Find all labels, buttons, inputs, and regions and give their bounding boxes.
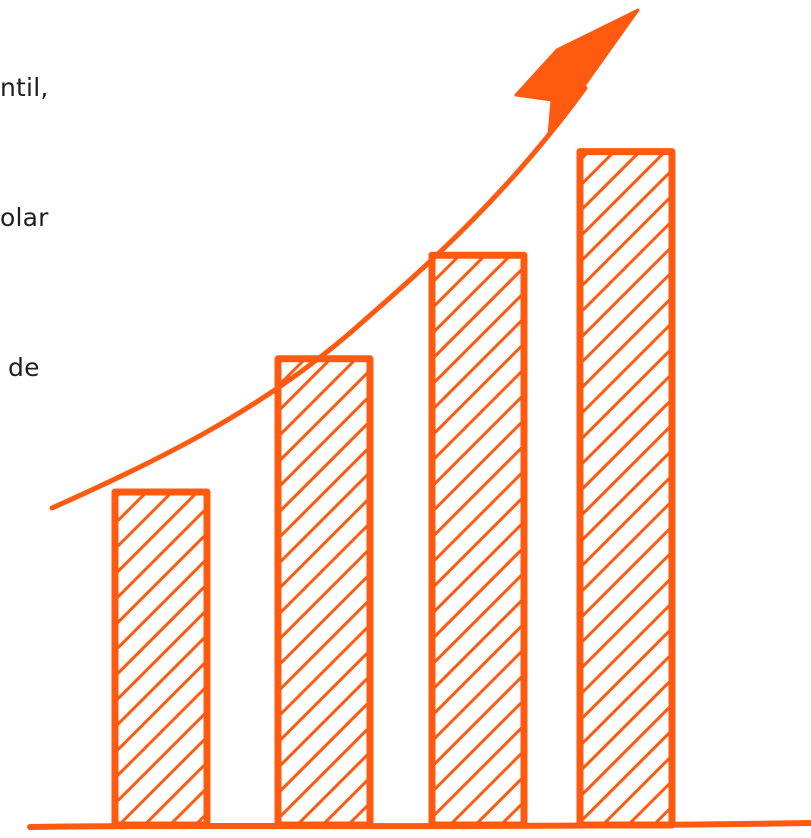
bar-4: [576, 148, 676, 829]
bar-3: [428, 251, 528, 829]
baseline: [27, 820, 811, 830]
arrow-head-icon: [514, 8, 640, 137]
bars-group: [111, 148, 676, 829]
bar-1: [111, 488, 211, 829]
growth-arrow-line: [49, 85, 588, 511]
bar-2: [274, 355, 374, 829]
